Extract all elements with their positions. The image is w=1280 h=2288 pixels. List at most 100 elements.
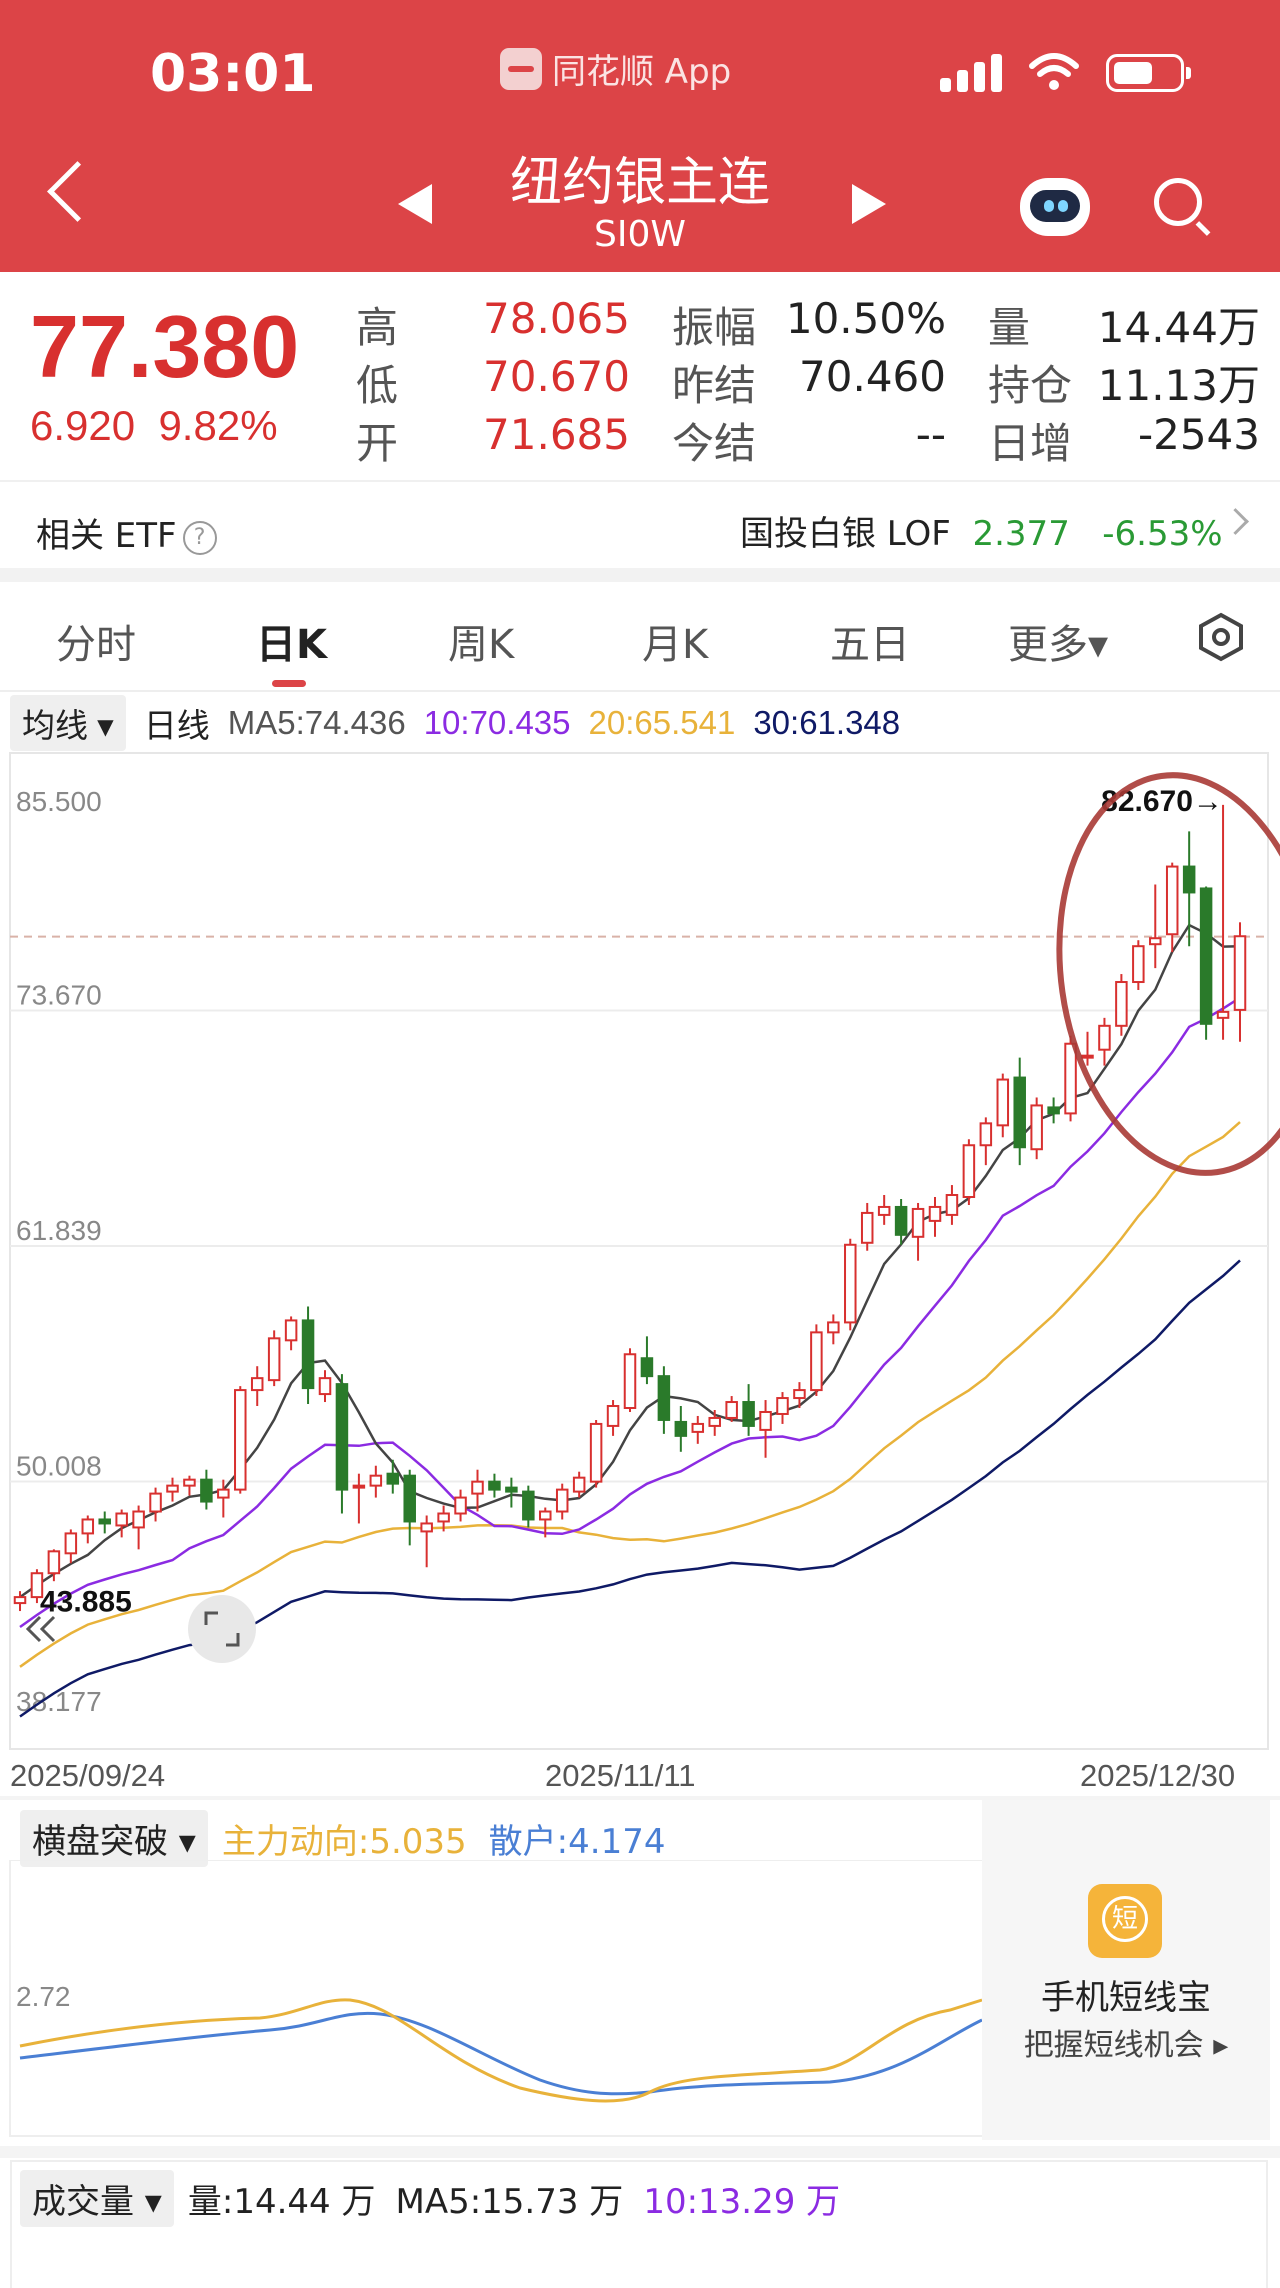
help-icon[interactable]: ? [182, 520, 217, 555]
candle[interactable] [844, 1238, 857, 1331]
candle[interactable] [454, 1489, 467, 1522]
indicator-main: 主力动向:5.035 [221, 1821, 467, 1862]
prev-contract-arrow-icon[interactable] [398, 184, 432, 224]
candle[interactable] [759, 1400, 772, 1458]
candle[interactable] [47, 1549, 61, 1582]
candle[interactable] [471, 1469, 484, 1512]
line-type[interactable]: 日线 [143, 707, 210, 744]
candle[interactable] [420, 1515, 433, 1568]
ai-assistant-robot-icon[interactable] [1020, 178, 1090, 236]
candle[interactable] [234, 1386, 247, 1494]
candle[interactable] [64, 1529, 78, 1564]
candle[interactable] [725, 1396, 738, 1422]
candle[interactable] [962, 1139, 976, 1205]
candle[interactable] [623, 1348, 637, 1412]
candle[interactable] [352, 1473, 366, 1524]
candle[interactable] [1115, 974, 1128, 1036]
tab-five-day[interactable]: 五日 [830, 622, 910, 668]
candle[interactable] [1216, 804, 1230, 1040]
candle[interactable] [860, 1202, 874, 1251]
candle[interactable] [945, 1185, 959, 1225]
tab-more[interactable]: 更多▾ [1008, 622, 1109, 668]
candle[interactable] [928, 1197, 942, 1237]
candle[interactable] [335, 1374, 349, 1514]
candle[interactable] [1149, 884, 1162, 969]
candle[interactable] [555, 1483, 569, 1520]
candle[interactable] [30, 1569, 44, 1604]
indicator-selector[interactable]: 横盘突破 ▾ [20, 1809, 208, 1867]
candle[interactable] [505, 1477, 518, 1508]
candle[interactable] [250, 1366, 264, 1407]
next-contract-arrow-icon[interactable] [852, 184, 886, 224]
candle[interactable] [81, 1515, 95, 1544]
candle-body-up [47, 1550, 61, 1575]
candle[interactable] [810, 1324, 823, 1397]
candle[interactable] [1064, 1035, 1077, 1122]
search-icon[interactable] [1154, 178, 1202, 226]
candle[interactable] [132, 1505, 145, 1550]
ma-selector[interactable]: 均线 ▾ [10, 695, 126, 751]
scroll-left-icon[interactable] [20, 1615, 80, 1755]
candle[interactable] [301, 1306, 315, 1405]
tab-daily-k[interactable]: 日K [256, 622, 327, 668]
candle[interactable] [403, 1469, 416, 1546]
candle[interactable] [267, 1330, 281, 1387]
settings-hexagon-icon[interactable] [1196, 612, 1246, 662]
candle[interactable] [318, 1370, 332, 1403]
candle[interactable] [369, 1465, 383, 1498]
etf-link[interactable]: 国投白银 LOF 2.377 -6.53% [740, 506, 1223, 555]
volume-panel[interactable] [10, 2160, 1268, 2288]
candle[interactable] [183, 1475, 196, 1496]
back-arrow-icon[interactable] [47, 161, 108, 222]
candle[interactable] [657, 1366, 671, 1434]
candle[interactable] [606, 1400, 620, 1436]
candle[interactable] [708, 1409, 721, 1436]
candle[interactable] [1233, 922, 1247, 1042]
candle[interactable] [1182, 831, 1196, 947]
candle[interactable] [522, 1485, 535, 1528]
candle[interactable] [115, 1509, 128, 1538]
candle[interactable] [1047, 1097, 1060, 1124]
candle[interactable] [1199, 886, 1213, 1040]
candle[interactable] [674, 1406, 688, 1452]
candle[interactable] [640, 1336, 654, 1385]
candle[interactable] [98, 1511, 111, 1534]
candle[interactable] [166, 1477, 179, 1502]
candle[interactable] [437, 1505, 450, 1532]
promo-card[interactable]: 短 手机短线宝 把握短线机会 ▸ [982, 1800, 1270, 2140]
candle[interactable] [827, 1314, 840, 1345]
candle[interactable] [1081, 1031, 1094, 1066]
candle[interactable] [488, 1473, 501, 1498]
tab-monthly-k[interactable]: 月K [642, 622, 709, 668]
candle[interactable] [894, 1198, 908, 1245]
tab-intraday[interactable]: 分时 [56, 622, 136, 668]
candle[interactable] [539, 1507, 552, 1538]
candle[interactable] [572, 1471, 586, 1498]
candle[interactable] [1013, 1057, 1026, 1166]
tab-weekly-k[interactable]: 周K [448, 622, 515, 668]
volume-selector[interactable]: 成交量 ▾ [20, 2169, 174, 2227]
candle[interactable] [284, 1316, 298, 1351]
candle[interactable] [1030, 1097, 1043, 1160]
candle[interactable] [996, 1073, 1010, 1138]
candle[interactable] [200, 1469, 213, 1510]
candle[interactable] [793, 1382, 806, 1409]
candle[interactable] [877, 1195, 891, 1225]
chevron-right-icon[interactable] [1222, 508, 1249, 535]
candle[interactable] [691, 1415, 705, 1444]
candle[interactable] [911, 1202, 925, 1261]
candle[interactable] [1132, 940, 1145, 990]
candle[interactable] [13, 1591, 27, 1612]
candle[interactable] [149, 1487, 162, 1522]
fullscreen-icon[interactable] [188, 1595, 256, 1663]
candle[interactable] [1098, 1017, 1111, 1066]
candle[interactable] [386, 1459, 400, 1494]
candle[interactable] [589, 1419, 603, 1488]
candle[interactable] [742, 1384, 755, 1436]
candle[interactable] [1165, 862, 1179, 953]
candle[interactable] [776, 1392, 789, 1424]
candle[interactable] [217, 1479, 230, 1518]
candle[interactable] [979, 1117, 993, 1166]
related-etf-label[interactable]: 相关 ETF? [36, 508, 217, 557]
